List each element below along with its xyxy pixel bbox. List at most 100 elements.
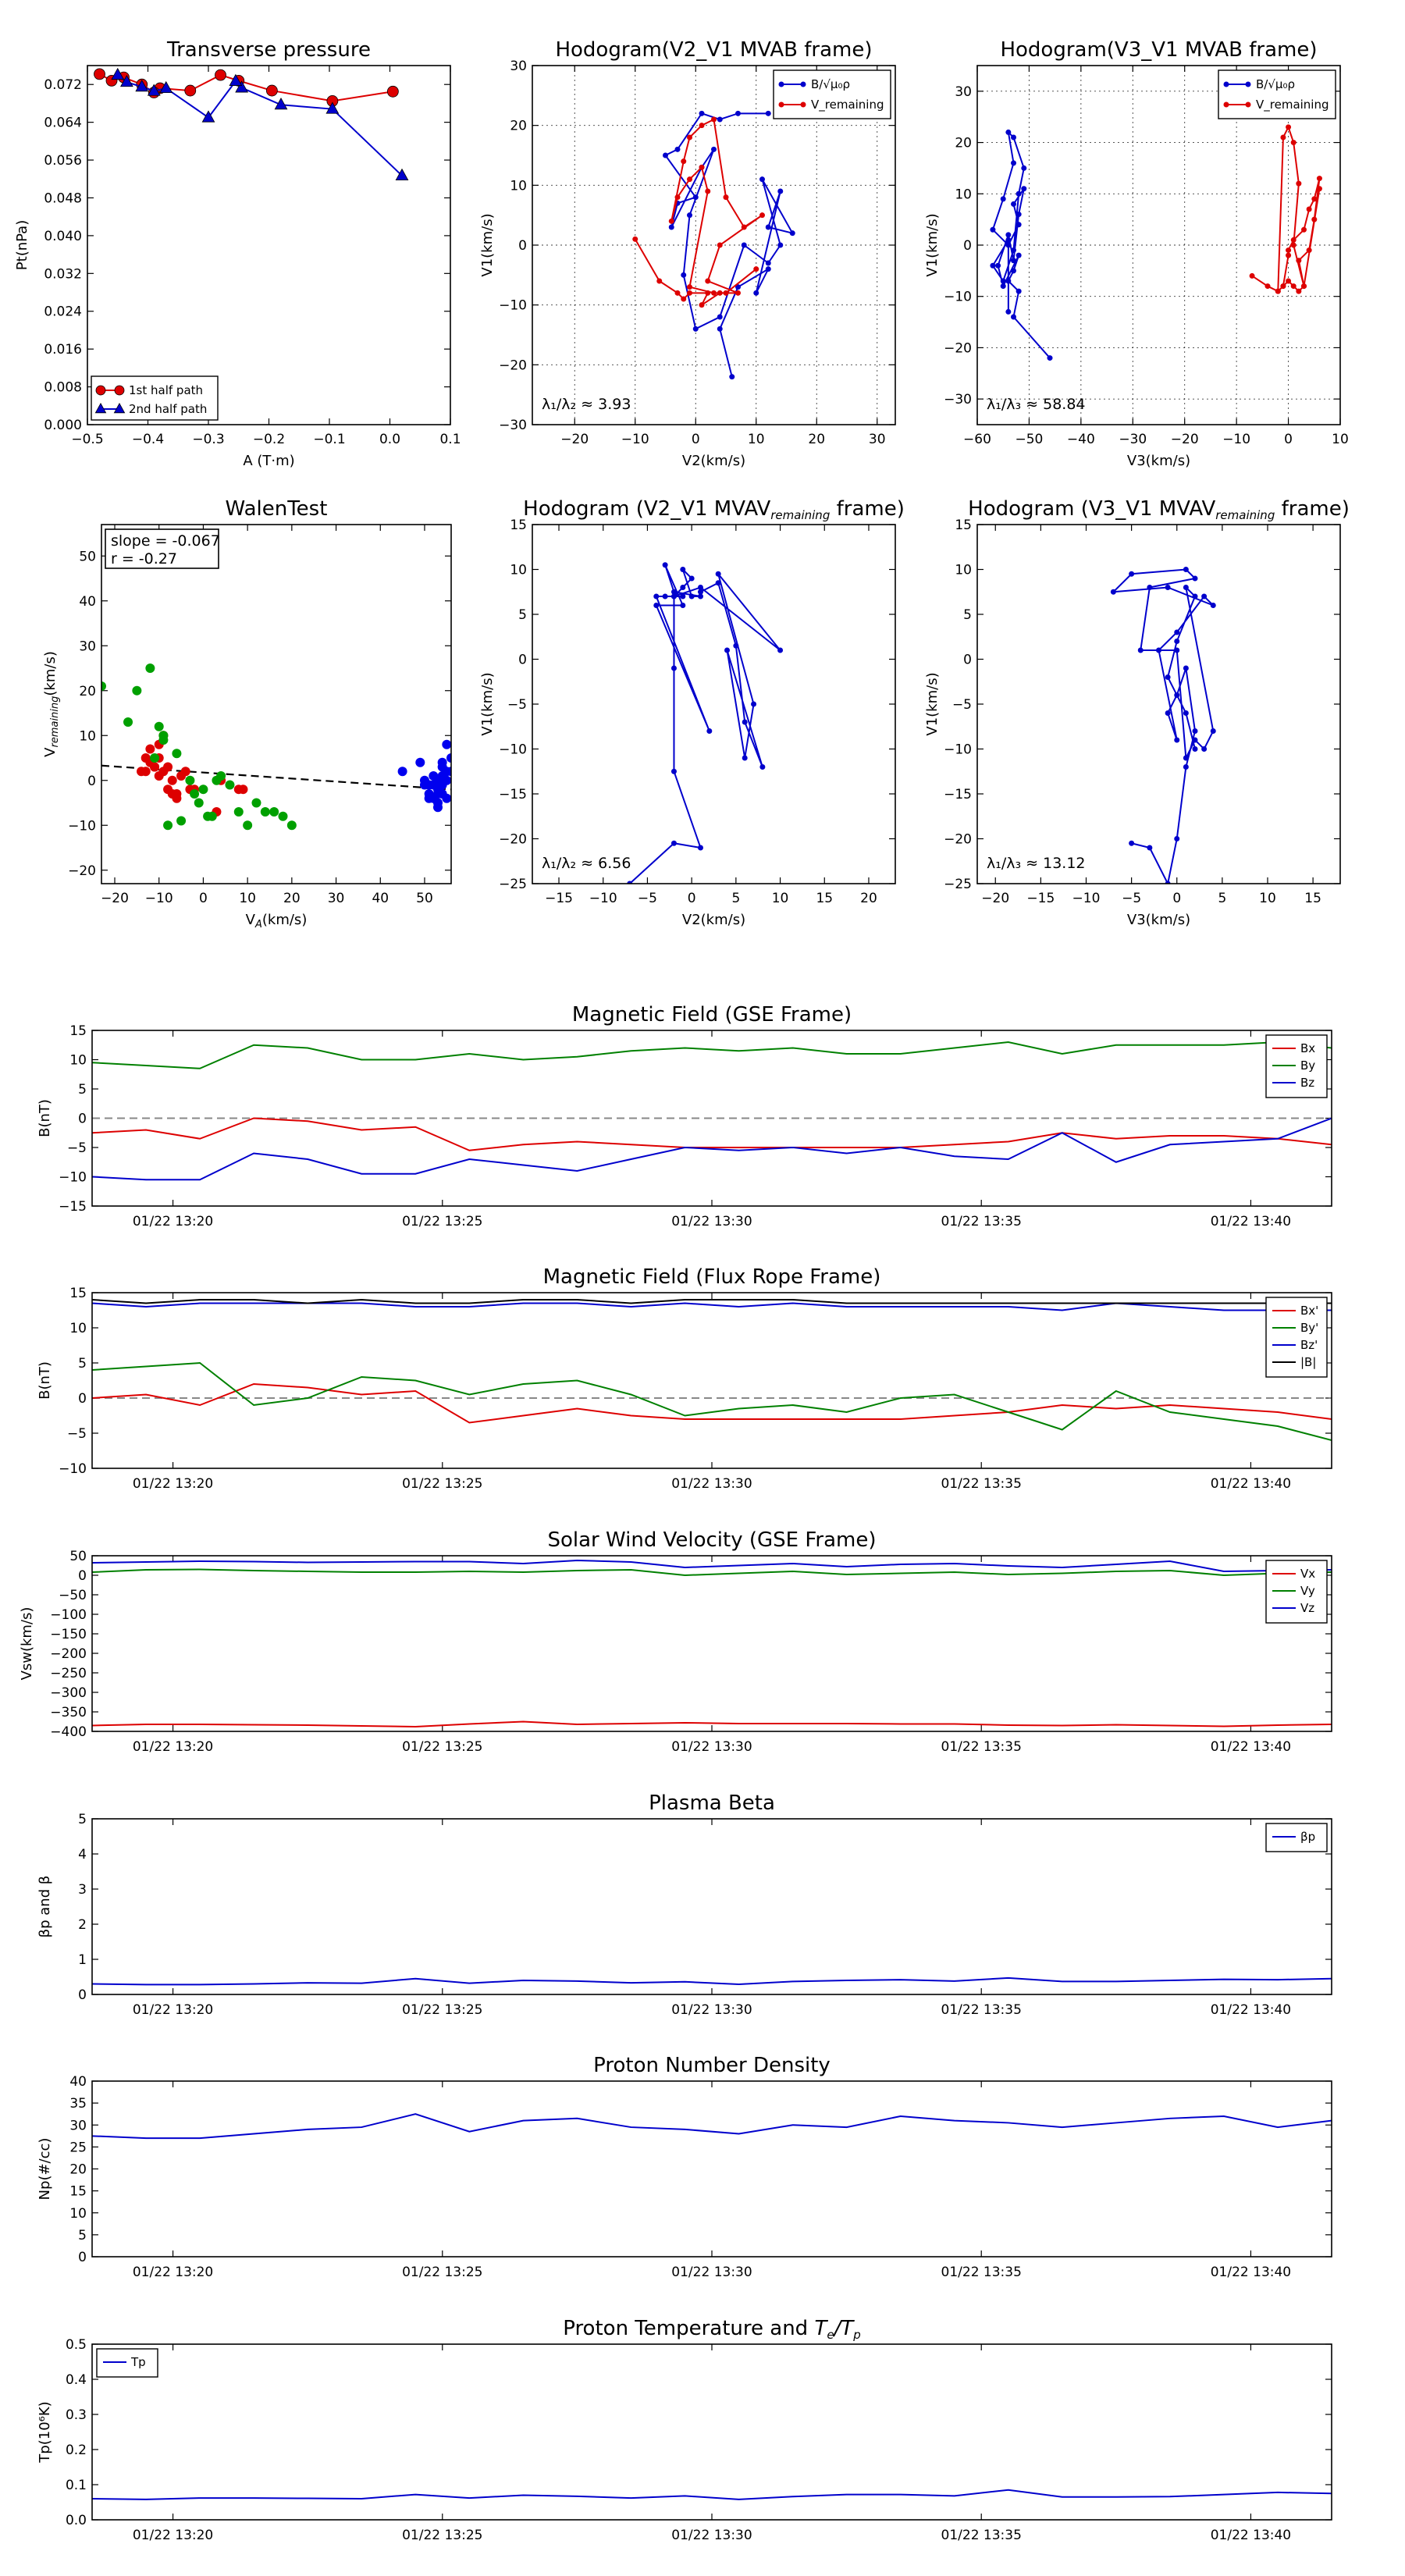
y-tick-label: −30: [499, 418, 527, 433]
data-point: [1316, 186, 1322, 192]
y-tick-label: 5: [78, 2228, 87, 2243]
x-tick-label: 10: [772, 891, 789, 906]
data-point: [1280, 283, 1286, 290]
data-point: [1296, 180, 1302, 187]
data-point: [269, 807, 279, 817]
eigenvalue-ratio-label: λ₁/λ₃ ≈ 13.12: [987, 855, 1086, 872]
x-axis-label: V3(km/s): [1127, 912, 1190, 928]
data-point: [274, 98, 288, 110]
data-point: [1137, 647, 1144, 653]
series-1: [990, 129, 1053, 361]
x-tick-label: 5: [731, 891, 740, 906]
y-tick-label: 5: [963, 607, 972, 623]
y-tick-label: 0: [78, 2250, 87, 2265]
y-tick-label: 5: [78, 1082, 87, 1098]
data-point: [198, 785, 208, 795]
plot-frame: [91, 1292, 1332, 1469]
data-point: [1005, 232, 1012, 238]
plot-area: [632, 110, 795, 380]
legend-label: 2nd half path: [129, 402, 207, 416]
y-tick-label: −20: [499, 832, 527, 848]
data-point: [697, 589, 703, 595]
chart-panel-c6: −20 −15 −10 −5 0 5 10 15−25−20−15−10−5051015Hod…: [924, 497, 1350, 928]
series-line: [117, 74, 403, 176]
plot-frame: [532, 65, 896, 425]
y-axis-label: Np(#/cc): [37, 2138, 53, 2201]
series-line: [629, 564, 781, 884]
data-point: [717, 326, 723, 332]
data-point: [706, 728, 713, 734]
y-tick-label: 0.048: [44, 190, 82, 206]
series-line-1: [92, 1117, 1332, 1151]
data-point: [670, 593, 677, 600]
data-point: [751, 701, 757, 707]
data-point: [429, 780, 439, 790]
data-point: [442, 739, 451, 749]
x-tick-label: −10: [145, 891, 173, 906]
data-point: [789, 230, 795, 237]
data-point: [681, 272, 687, 278]
data-point: [1210, 728, 1216, 734]
x-tick-label: 15: [1304, 891, 1321, 906]
data-point: [395, 168, 409, 181]
data-point: [176, 816, 187, 826]
data-point: [172, 749, 182, 759]
data-point: [1005, 308, 1012, 315]
data-point: [135, 80, 149, 92]
data-point: [990, 262, 996, 269]
data-point: [243, 820, 253, 831]
x-tick-label: −10: [589, 891, 617, 906]
data-point: [1011, 268, 1016, 274]
x-tick-label: 0.1: [439, 432, 461, 447]
y-tick-label: −5: [67, 1426, 87, 1442]
data-point: [432, 789, 443, 799]
data-point: [680, 603, 686, 608]
data-point: [717, 242, 723, 248]
plot-area: [94, 67, 409, 181]
data-point: [668, 218, 674, 224]
y-tick-label: 0: [78, 1987, 87, 2003]
chart-panel-c4: −20 −10 0 10 20 30 40 50 −20 −10 0 10 20 30 40 50 WalenT…: [42, 497, 452, 930]
time-tick-label: 01/22 13:30: [671, 2002, 752, 2018]
data-point: [185, 775, 195, 785]
timeseries-panel-p6: 01/22 13:20 01/22 13:25 01/22 13:30 01/22 1…: [37, 2317, 1332, 2543]
correlation-label: r = -0.27: [111, 550, 177, 568]
timeseries-panel-p1: 01/22 13:20 01/22 13:25 01/22 13:30 01/22 1…: [37, 1003, 1332, 1229]
data-point: [167, 775, 177, 785]
time-tick-label: 01/22 13:25: [402, 2265, 482, 2280]
legend-label: Bz': [1300, 1338, 1318, 1352]
data-point: [697, 585, 703, 590]
series-2: [1249, 124, 1322, 294]
data-point: [759, 212, 765, 219]
plot-frame: [532, 524, 896, 884]
data-point: [688, 575, 695, 582]
data-point: [735, 284, 741, 290]
data-point: [415, 757, 425, 767]
data-point: [687, 176, 692, 183]
plot-area: [92, 2489, 1332, 2500]
data-point: [1201, 593, 1208, 600]
data-point: [627, 881, 633, 884]
data-point: [711, 290, 717, 296]
y-tick-label: 30: [955, 84, 972, 100]
series-line-2: [92, 1568, 1332, 1577]
x-tick-label: −10: [1222, 432, 1250, 447]
data-point: [190, 789, 200, 799]
data-point: [681, 296, 687, 302]
data-point: [711, 116, 717, 123]
time-tick-label: 01/22 13:35: [941, 2265, 1022, 2280]
eigenvalue-ratio-label: λ₁/λ₂ ≈ 3.93: [542, 396, 631, 413]
y-tick-label: 0.1: [66, 2478, 87, 2493]
data-point: [753, 290, 759, 296]
legend-label: B/√μ₀ρ: [1256, 77, 1295, 91]
time-tick-label: 01/22 13:25: [402, 1214, 482, 1229]
data-point: [697, 845, 703, 851]
data-point: [670, 589, 677, 595]
data-point: [233, 807, 244, 817]
data-point: [1165, 674, 1171, 680]
timeseries-panel-p4: 01/22 13:20 01/22 13:25 01/22 13:30 01/22 1…: [37, 1791, 1332, 2018]
time-tick-label: 01/22 13:20: [133, 1476, 213, 1492]
data-point: [674, 290, 681, 296]
data-point: [1183, 665, 1189, 671]
